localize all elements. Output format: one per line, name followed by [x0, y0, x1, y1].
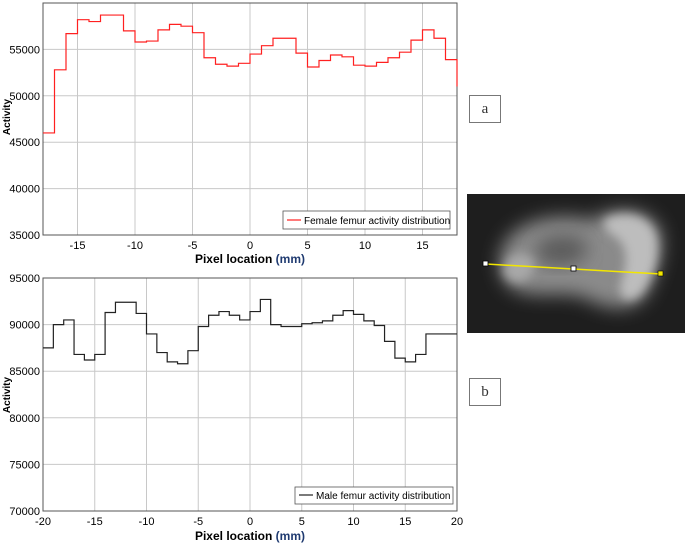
male-legend-label: Male femur activity distribution — [316, 491, 451, 502]
x-tick-label: 10 — [347, 516, 359, 528]
x-tick-label: -5 — [188, 240, 198, 252]
x-tick-label: 20 — [451, 516, 463, 528]
panel-label-a: a — [469, 95, 501, 123]
male-legend-box — [294, 486, 454, 505]
femur-dark-core — [535, 235, 588, 266]
female-y-axis-title: Activity — [2, 99, 13, 136]
femur-left-glow — [503, 253, 534, 283]
x-tick-label: -15 — [70, 240, 86, 252]
y-tick-label: 95000 — [9, 273, 40, 285]
y-tick-label: 45000 — [9, 137, 40, 149]
x-tick-label: 15 — [416, 240, 428, 252]
female-x-axis-title-text: Pixel location — [195, 252, 276, 266]
x-tick-label: 10 — [359, 240, 371, 252]
profile-end-handle[interactable] — [657, 270, 664, 277]
x-tick-label: 0 — [247, 516, 253, 528]
femur-bright-rim — [603, 214, 658, 300]
y-tick-label: 50000 — [9, 91, 40, 103]
male-y-axis-title: Activity — [2, 377, 13, 414]
female-x-axis-title: Pixel location (mm) — [195, 252, 305, 266]
female-legend-box — [282, 210, 451, 230]
female-grid — [43, 3, 457, 236]
chart-male: -20 -15 -10 -5 0 5 10 15 20 70000 75000 80000 85000… — [2, 273, 463, 543]
male-x-axis-title: Pixel location (mm) — [195, 529, 305, 543]
profile-mid-handle[interactable] — [570, 265, 577, 272]
female-legend: Female femur activity distribution — [282, 210, 451, 230]
x-tick-label: 5 — [299, 516, 305, 528]
y-tick-label: 35000 — [9, 230, 40, 242]
y-tick-label: 80000 — [9, 413, 40, 425]
male-x-axis-title-text: Pixel location — [195, 529, 276, 543]
female-legend-label: Female femur activity distribution — [304, 216, 450, 227]
female-activity-line — [43, 14, 458, 134]
femur-scan-image — [467, 194, 685, 333]
female-ytick-labels: 35000 40000 45000 50000 55000 — [9, 44, 40, 242]
x-tick-label: 0 — [247, 240, 253, 252]
female-xtick-labels: -15 -10 -5 0 5 10 15 — [70, 240, 429, 252]
x-tick-label: -20 — [35, 516, 51, 528]
x-tick-label: -15 — [87, 516, 103, 528]
male-ytick-labels: 70000 75000 80000 85000 90000 95000 — [9, 273, 40, 518]
profile-start-handle[interactable] — [482, 260, 489, 267]
y-tick-label: 75000 — [9, 459, 40, 471]
x-tick-label: 15 — [399, 516, 411, 528]
x-tick-label: -10 — [127, 240, 143, 252]
y-tick-label: 70000 — [9, 506, 40, 518]
male-activity-line — [43, 298, 457, 365]
y-tick-label: 85000 — [9, 366, 40, 378]
y-tick-label: 90000 — [9, 320, 40, 332]
y-tick-label: 40000 — [9, 184, 40, 196]
male-x-axis-unit: (mm) — [276, 529, 305, 543]
male-legend: Male femur activity distribution — [294, 486, 454, 505]
chart-female: -15 -10 -5 0 5 10 15 35000 40000 45000 50000 55000… — [2, 2, 458, 266]
y-tick-label: 55000 — [9, 44, 40, 56]
femur-cross-section — [499, 210, 662, 308]
male-xtick-labels: -20 -15 -10 -5 0 5 10 15 20 — [35, 516, 463, 528]
female-plot-frame — [42, 2, 458, 236]
x-tick-label: 5 — [304, 240, 310, 252]
panel-label-b: b — [469, 378, 501, 406]
female-x-axis-unit: (mm) — [276, 252, 305, 266]
x-tick-label: -10 — [139, 516, 155, 528]
x-tick-label: -5 — [193, 516, 203, 528]
male-plot-frame — [42, 277, 458, 512]
